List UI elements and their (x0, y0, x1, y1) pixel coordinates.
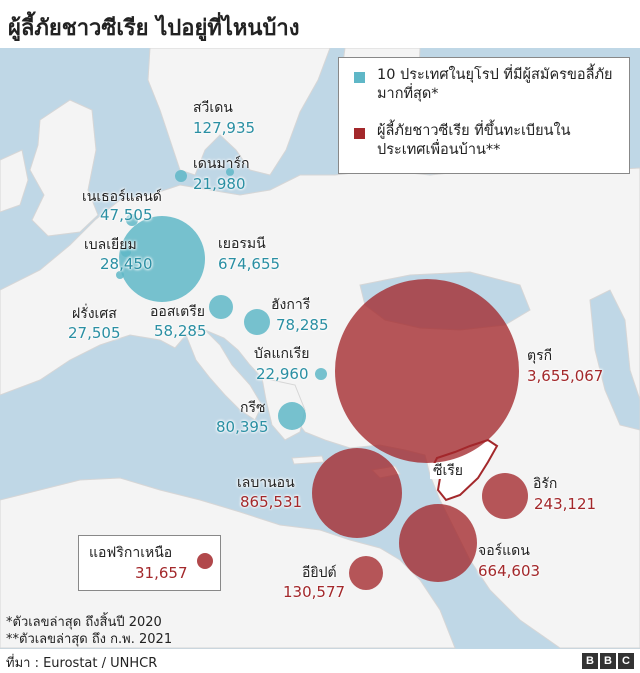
jordan-value: 664,603 (478, 562, 541, 580)
denmark-value: 21,980 (193, 175, 246, 193)
netherlands-marker (126, 214, 138, 226)
jordan-marker (399, 504, 477, 582)
iraq-name: อิรัก (533, 476, 558, 492)
legend-neighbor-label: ผู้ลี้ภัยชาวซีเรีย ที่ขึ้นทะเบียนในประเท… (377, 123, 571, 158)
lebanon-marker (312, 448, 402, 538)
greece-value: 80,395 (216, 418, 269, 436)
caspian-sea (589, 289, 640, 431)
turkey-value: 3,655,067 (527, 367, 604, 385)
bulgaria-marker (315, 368, 327, 380)
iraq-marker (482, 473, 528, 519)
ireland-land (0, 149, 29, 213)
north-africa-box: แอฟริกาเหนือ 31,657 (78, 535, 221, 591)
greece-marker (278, 402, 306, 430)
source-text: ที่มา : Eurostat / UNHCR (6, 656, 158, 671)
bulgaria-value: 22,960 (256, 365, 309, 383)
crete-land (291, 455, 325, 465)
bbc-logo-letter-1: B (582, 653, 598, 669)
germany-marker (119, 216, 205, 302)
austria-marker (209, 295, 233, 319)
sweden-marker (226, 168, 234, 176)
legend-eu-swatch (354, 72, 365, 83)
legend-eu-label: 10 ประเทศในยุโรป ที่มีผู้สมัครขอลี้ภัยมา… (377, 67, 613, 102)
map-base (0, 48, 640, 649)
legend: 10 ประเทศในยุโรป ที่มีผู้สมัครขอลี้ภัยมา… (338, 57, 630, 174)
egypt-marker (349, 556, 383, 590)
north-africa-land (0, 477, 456, 649)
sweden-name: สวีเดน (193, 100, 233, 116)
lebanon-value: 865,531 (240, 493, 303, 511)
lebanon-name: เลบานอน (237, 475, 295, 491)
page-title: ผู้ลี้ภัยชาวซีเรีย ไปอยู่ที่ไหนบ้าง (8, 16, 300, 41)
belgium-value: 28,450 (100, 255, 153, 273)
syria-label: ซีเรีย (430, 463, 467, 479)
hungary-value: 78,285 (276, 316, 329, 334)
netherlands-value: 47,505 (100, 206, 153, 224)
north-africa-box-marker (197, 553, 213, 569)
france-marker (116, 271, 124, 279)
jordan-name: จอร์แดน (478, 543, 530, 559)
france-name: ฝรั่งเศส (72, 306, 117, 322)
north-africa-name: แอฟริกาเหนือ (89, 545, 173, 561)
belgium-name: เบลเยียม (84, 237, 137, 253)
egypt-name: อียิปต์ (302, 565, 337, 581)
germany-value: 674,655 (218, 255, 281, 273)
austria-value: 58,285 (154, 322, 207, 340)
legend-neighbor-swatch (354, 128, 365, 139)
turkey-name: ตุรกี (527, 348, 553, 364)
britain-land (29, 99, 99, 237)
austria-name: ออสเตรีย (150, 304, 205, 320)
egypt-value: 130,577 (283, 583, 346, 601)
scandinavia-land (147, 48, 331, 176)
greece-name: กรีซ (240, 400, 266, 416)
iraq-value: 243,121 (534, 495, 597, 513)
hungary-name: ฮังการี (271, 297, 311, 313)
france-value: 27,505 (68, 324, 121, 342)
germany-name: เยอรมนี (218, 236, 266, 252)
north-africa-value: 31,657 (135, 564, 188, 582)
footer: ที่มา : Eurostat / UNHCR B B C (0, 649, 640, 673)
italy-land (185, 329, 263, 421)
bbc-logo: B B C (582, 653, 634, 669)
hungary-marker (244, 309, 270, 335)
bbc-logo-letter-2: B (600, 653, 616, 669)
denmark-name: เดนมาร์ก (193, 156, 250, 172)
turkey-marker (335, 279, 519, 463)
denmark-marker (175, 170, 187, 182)
note-2: **ตัวเลขล่าสุด ถึง ก.พ. 2021 (6, 632, 173, 647)
sweden-value: 127,935 (193, 119, 256, 137)
note-1: *ตัวเลขล่าสุด ถึงสิ้นปี 2020 (6, 615, 162, 630)
bulgaria-name: บัลแกเรีย (254, 346, 310, 362)
netherlands-name: เนเธอร์แลนด์ (82, 189, 162, 205)
bbc-logo-letter-3: C (618, 653, 634, 669)
